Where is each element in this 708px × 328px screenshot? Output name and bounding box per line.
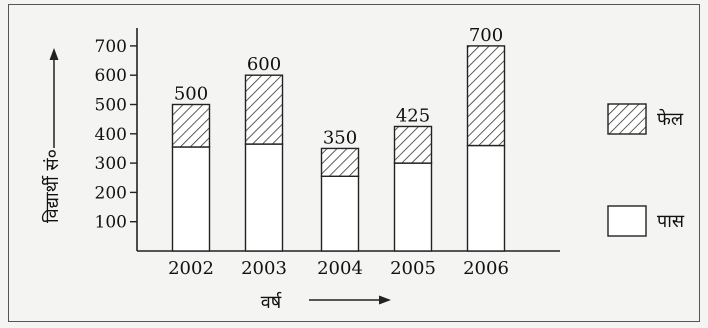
y-tick-label: 300 bbox=[95, 154, 127, 174]
x-tick-label: 2003 bbox=[241, 258, 287, 279]
x-tick-label: 2004 bbox=[317, 258, 363, 279]
bar-fail bbox=[244, 74, 284, 145]
legend-swatch-pass bbox=[607, 205, 647, 237]
legend-swatch-fail bbox=[607, 103, 647, 135]
x-axis-arrow-head bbox=[379, 295, 391, 305]
bar-fail bbox=[171, 103, 211, 148]
bar-pass bbox=[171, 146, 211, 252]
bar-fail bbox=[393, 125, 433, 164]
y-tick-label: 100 bbox=[95, 213, 127, 233]
axes: 100 200 300 400 500 600 700 bbox=[95, 28, 560, 252]
bar-pass bbox=[244, 143, 284, 252]
legend: फेल पास bbox=[607, 103, 685, 237]
bar-fail bbox=[320, 147, 360, 177]
x-tick-label: 2005 bbox=[390, 258, 436, 279]
bar-pass bbox=[320, 175, 360, 252]
y-axis-arrow-head bbox=[49, 48, 59, 60]
bars bbox=[171, 45, 506, 252]
y-tick-label: 600 bbox=[95, 66, 127, 86]
x-tick-label: 2002 bbox=[168, 258, 214, 279]
y-tick-label: 400 bbox=[95, 125, 127, 145]
labels: 500 2002 600 2003 350 2004 425 2005 700 2006 विद्य… bbox=[41, 25, 509, 313]
bar-pass bbox=[466, 144, 506, 252]
y-tick-label: 200 bbox=[95, 183, 127, 203]
data-label-total: 425 bbox=[396, 105, 430, 126]
chart-frame bbox=[8, 4, 700, 322]
x-tick-label: 2006 bbox=[463, 258, 509, 279]
bar-fail bbox=[466, 45, 506, 147]
x-axis-title: वर्ष bbox=[261, 291, 282, 313]
data-label-total: 500 bbox=[174, 84, 208, 105]
y-axis-title: विद्यार्थी सं० bbox=[41, 149, 63, 223]
bar-pass bbox=[393, 162, 433, 252]
legend-label-fail: फेल bbox=[657, 108, 684, 130]
data-label-total: 600 bbox=[247, 54, 281, 75]
data-label-total: 700 bbox=[469, 25, 503, 46]
data-label-total: 350 bbox=[323, 127, 357, 148]
y-tick-label: 500 bbox=[95, 96, 127, 116]
y-tick-label: 700 bbox=[95, 37, 127, 57]
legend-label-pass: पास bbox=[657, 211, 685, 232]
